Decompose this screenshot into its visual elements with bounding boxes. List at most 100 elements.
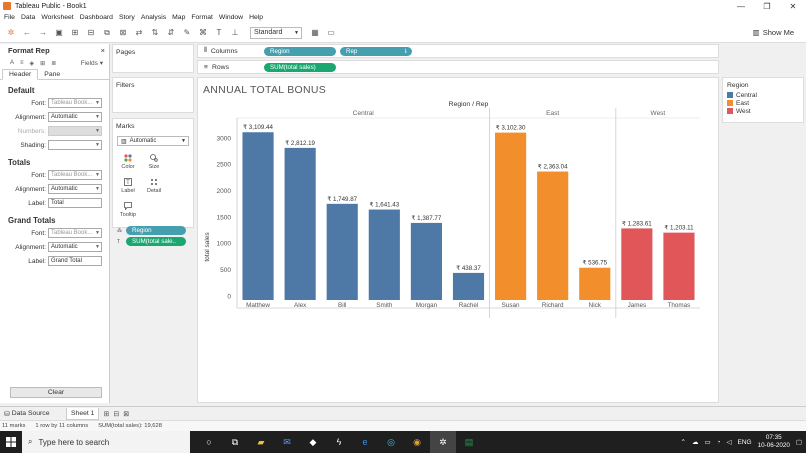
- menu-data[interactable]: Data: [20, 14, 36, 21]
- close-icon[interactable]: ×: [100, 46, 105, 55]
- bar-value-label: ₹ 1,387.77: [412, 215, 442, 222]
- tab-pane[interactable]: Pane: [44, 71, 61, 78]
- data-source-tab[interactable]: ⛁ Data Source: [4, 410, 50, 418]
- totals-font-select[interactable]: Tableau Book... ▼: [48, 170, 102, 180]
- clock[interactable]: 07:35 10-06-2020: [758, 434, 790, 450]
- fit-select[interactable]: Standard ▼: [250, 26, 302, 39]
- grand-totals-label-input[interactable]: Grand Total: [48, 256, 102, 266]
- cortana-ring-icon[interactable]: ◎: [387, 436, 395, 447]
- tab-header[interactable]: Header: [2, 69, 39, 80]
- duplicate-icon[interactable]: ⧉: [104, 27, 110, 37]
- show-me-button[interactable]: ▥ Show Me: [752, 28, 794, 37]
- menu-format[interactable]: Format: [191, 14, 213, 21]
- toolbar: ✲ ← → ▣ ⊞ ⊟ ⧉ ⊠ ⇄ ⇅ ⇵ ✎ ⌘ T ⊥ Standard ▼…: [0, 23, 806, 43]
- save-icon[interactable]: ▣: [55, 28, 63, 37]
- file-explorer-icon[interactable]: ▰: [257, 436, 265, 447]
- sort-ascending-icon[interactable]: ⇅: [151, 28, 159, 37]
- new-data-source-icon[interactable]: ⊞: [71, 28, 79, 37]
- swap-icon[interactable]: ⇄: [135, 28, 143, 37]
- fields-dropdown[interactable]: Fields ▾: [80, 60, 103, 67]
- windows-start-button[interactable]: [0, 431, 22, 453]
- legend-swatch: [727, 100, 733, 106]
- pages-shelf[interactable]: Pages: [112, 44, 194, 73]
- color-button[interactable]: Color: [115, 150, 141, 174]
- totals-alignment-select[interactable]: Automatic ▼: [48, 184, 102, 194]
- default-alignment-select[interactable]: Automatic ▼: [48, 112, 102, 122]
- volume-icon[interactable]: ◁: [726, 439, 732, 446]
- legend-item-central[interactable]: Central: [723, 91, 803, 99]
- columns-shelf[interactable]: ⫴ Columns Region Rep ⇂: [197, 44, 719, 58]
- new-sheet-icon[interactable]: ⊟: [87, 28, 95, 37]
- tableau-home-icon[interactable]: ✲: [7, 28, 15, 37]
- new-worksheet-icon[interactable]: ⊞: [103, 410, 110, 418]
- fix-axes-icon[interactable]: ⊥: [231, 28, 239, 37]
- presentation-icon[interactable]: ▭: [327, 28, 335, 37]
- menu-worksheet[interactable]: Worksheet: [41, 14, 74, 21]
- rows-sum-sales-pill[interactable]: SUM(total sales): [264, 62, 336, 72]
- detail-button[interactable]: Detail: [141, 174, 167, 198]
- taskbar-search[interactable]: ⌕ Type here to search: [22, 431, 190, 453]
- alignment-format-icon[interactable]: ≡: [20, 60, 24, 66]
- highlight-icon[interactable]: ✎: [183, 28, 191, 37]
- grand-totals-font-select[interactable]: Tableau Book... ▼: [48, 228, 102, 238]
- new-story-icon[interactable]: ⊠: [123, 410, 130, 418]
- clear-button[interactable]: Clear: [10, 387, 102, 398]
- app-icon[interactable]: ϟ: [336, 437, 342, 447]
- marks-sum-sales-pill[interactable]: SUM(total sale..: [126, 237, 186, 246]
- edge-icon[interactable]: e: [362, 437, 368, 447]
- maximize-button[interactable]: ❐: [763, 1, 771, 11]
- sort-descending-icon[interactable]: ⇵: [167, 28, 175, 37]
- task-view-icon[interactable]: ⧉: [231, 436, 239, 447]
- group-icon[interactable]: ⌘: [199, 28, 207, 37]
- menu-help[interactable]: Help: [249, 14, 264, 21]
- menu-dashboard[interactable]: Dashboard: [79, 14, 113, 21]
- menu-file[interactable]: File: [4, 14, 15, 21]
- default-shading-select[interactable]: ▼: [48, 140, 102, 150]
- svg-text:T: T: [126, 180, 130, 186]
- cloud-icon[interactable]: ☁: [691, 439, 699, 446]
- clear-sheet-icon[interactable]: ⊠: [119, 28, 127, 37]
- chrome-icon[interactable]: ◉: [413, 436, 421, 447]
- rows-shelf[interactable]: ≡ Rows SUM(total sales): [197, 60, 719, 74]
- shading-format-icon[interactable]: ◈: [29, 60, 35, 67]
- labels-icon[interactable]: T: [216, 28, 222, 37]
- bar: [284, 147, 316, 300]
- language-indicator[interactable]: ENG: [737, 438, 752, 446]
- dropbox-icon[interactable]: ◆: [309, 436, 317, 447]
- lines-format-icon[interactable]: ≣: [51, 60, 57, 67]
- network-icon[interactable]: ◔: [716, 438, 721, 446]
- grand-totals-alignment-select[interactable]: Automatic ▼: [48, 242, 102, 252]
- excel-icon[interactable]: ▤: [464, 436, 474, 447]
- menu-map[interactable]: Map: [172, 14, 186, 21]
- minimize-button[interactable]: —: [737, 1, 745, 11]
- totals-label-input[interactable]: Total: [48, 198, 102, 208]
- label-button[interactable]: T Label: [115, 174, 141, 198]
- redo-icon[interactable]: →: [39, 28, 47, 37]
- columns-rep-pill[interactable]: Rep ⇂: [340, 46, 412, 56]
- size-button[interactable]: Size: [141, 150, 167, 174]
- menu-story[interactable]: Story: [118, 14, 135, 21]
- notifications-icon[interactable]: ▢: [795, 439, 802, 446]
- tooltip-button[interactable]: Tooltip: [115, 198, 141, 222]
- chevron-up-icon[interactable]: ⌃: [680, 439, 686, 446]
- mark-type-select[interactable]: ▥ Automatic ▼: [117, 136, 189, 146]
- close-button[interactable]: ✕: [789, 1, 797, 11]
- legend-item-east[interactable]: East: [723, 99, 803, 107]
- menu-analysis[interactable]: Analysis: [140, 14, 167, 21]
- marks-region-pill[interactable]: Region: [126, 226, 186, 235]
- font-format-icon[interactable]: A: [10, 60, 15, 66]
- show-cards-icon[interactable]: ▦: [311, 28, 319, 37]
- battery-icon[interactable]: ▭: [704, 439, 711, 446]
- cortana-icon[interactable]: ○: [206, 437, 212, 447]
- borders-format-icon[interactable]: ⊞: [40, 60, 46, 67]
- new-dashboard-icon[interactable]: ⊟: [113, 410, 120, 418]
- columns-region-pill[interactable]: Region: [264, 46, 336, 56]
- undo-icon[interactable]: ←: [23, 28, 31, 37]
- legend-item-west[interactable]: West: [723, 107, 803, 115]
- mail-icon[interactable]: ✉: [283, 436, 291, 447]
- default-font-select[interactable]: Tableau Book... ▼: [48, 98, 102, 108]
- tableau-taskbar-icon[interactable]: ✲: [430, 431, 456, 453]
- filters-shelf[interactable]: Filters: [112, 77, 194, 113]
- menu-window[interactable]: Window: [218, 14, 244, 21]
- tab-sheet-1[interactable]: Sheet 1: [66, 407, 100, 420]
